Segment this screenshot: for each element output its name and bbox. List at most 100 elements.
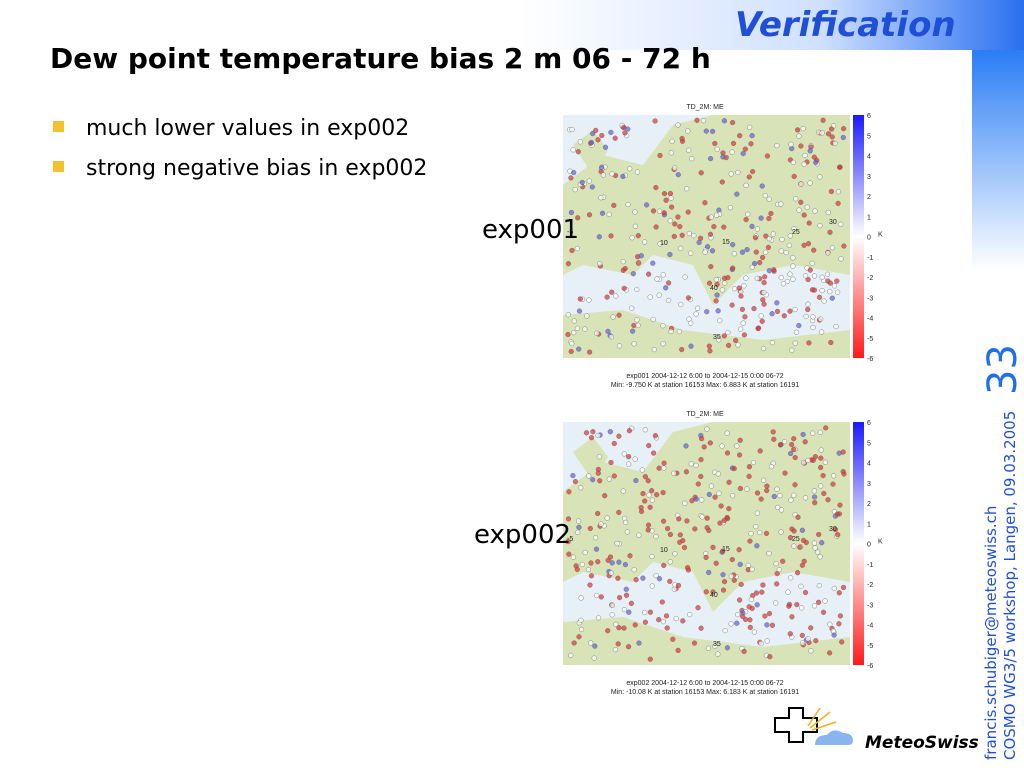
station-dot — [834, 278, 840, 284]
station-dot — [744, 247, 750, 253]
map-label: 35 — [713, 641, 721, 648]
station-dot — [726, 506, 732, 512]
station-dot — [622, 519, 629, 526]
station-dot — [586, 349, 593, 355]
station-dot — [726, 479, 732, 485]
station-dot — [571, 170, 577, 176]
station-dot — [743, 275, 749, 281]
station-dot — [774, 486, 780, 492]
station-dot — [708, 483, 715, 489]
station-dot — [837, 613, 844, 619]
station-dot — [608, 570, 614, 576]
station-dot — [667, 531, 674, 538]
station-dot — [836, 621, 842, 627]
station-dot — [812, 545, 818, 551]
colorbar-tick: 5 — [867, 440, 871, 447]
station-dot — [638, 253, 644, 259]
station-dot — [605, 628, 611, 634]
station-dot — [647, 609, 654, 615]
station-dot — [672, 165, 678, 171]
station-dot — [704, 309, 710, 315]
station-dot — [840, 584, 847, 591]
station-dot — [716, 490, 722, 496]
station-dot — [645, 527, 651, 533]
station-dot — [793, 329, 800, 335]
station-dot — [678, 245, 684, 252]
colorbar — [853, 115, 864, 358]
station-dot — [720, 154, 726, 160]
station-dot — [633, 577, 639, 583]
station-dot — [649, 497, 656, 503]
station-dot — [822, 598, 828, 604]
station-dot — [582, 549, 588, 556]
station-dot — [781, 313, 787, 319]
station-dot — [613, 293, 619, 299]
station-dot — [634, 317, 640, 323]
station-dot — [634, 169, 641, 175]
station-dot — [620, 259, 626, 265]
station-dot — [711, 224, 717, 230]
station-dot — [805, 636, 811, 642]
station-dot — [778, 248, 784, 254]
station-dot — [692, 526, 698, 532]
station-dot — [621, 451, 627, 457]
station-dot — [620, 488, 626, 494]
station-dot — [568, 209, 575, 216]
station-dot — [608, 233, 614, 239]
station-dot — [774, 504, 781, 511]
station-dot — [743, 182, 749, 189]
station-dot — [734, 620, 740, 626]
station-dot — [679, 347, 685, 353]
colorbar-tick: 0 — [867, 235, 871, 242]
station-dot — [652, 118, 658, 124]
station-dot — [675, 214, 681, 220]
station-dot — [752, 235, 759, 241]
station-dot — [631, 341, 637, 347]
station-dot — [745, 211, 751, 217]
station-dot — [810, 324, 816, 331]
station-dot — [579, 561, 585, 568]
colorbar-tick: 4 — [867, 461, 871, 468]
station-dot — [759, 318, 765, 324]
station-dot — [724, 430, 730, 436]
station-dot — [792, 482, 798, 488]
station-dot — [565, 261, 572, 267]
station-dot — [729, 493, 736, 499]
station-dot — [688, 320, 694, 326]
station-dot — [675, 122, 681, 128]
station-dot — [798, 605, 805, 611]
station-dot — [593, 546, 600, 552]
station-dot — [811, 154, 817, 160]
station-dot — [830, 473, 837, 479]
station-dot — [704, 515, 710, 521]
station-dot — [754, 543, 760, 549]
station-dot — [677, 224, 683, 230]
station-dot — [776, 566, 782, 573]
colorbar-tick: 2 — [867, 194, 871, 201]
station-dot — [686, 230, 692, 237]
map-label: 40 — [710, 285, 718, 292]
station-dot — [796, 133, 802, 139]
station-dot — [706, 569, 712, 576]
station-dot — [714, 292, 720, 298]
station-dot — [657, 152, 663, 159]
station-dot — [758, 215, 764, 221]
station-dot — [604, 294, 610, 300]
station-dot — [646, 492, 652, 498]
station-dot — [774, 300, 780, 306]
station-dot — [574, 325, 581, 332]
station-dot — [830, 481, 836, 487]
station-dot — [751, 306, 757, 312]
bullet: strong negative bias in exp002 — [86, 156, 427, 181]
station-dot — [802, 273, 809, 279]
station-dot — [765, 244, 772, 251]
station-dot — [608, 129, 614, 136]
station-dot — [741, 283, 747, 289]
station-dot — [791, 492, 797, 498]
station-dot — [717, 520, 723, 526]
station-dot — [571, 640, 577, 646]
station-dot — [625, 644, 632, 650]
station-dot — [706, 527, 712, 534]
station-dot — [593, 592, 600, 599]
station-dot — [791, 226, 797, 232]
